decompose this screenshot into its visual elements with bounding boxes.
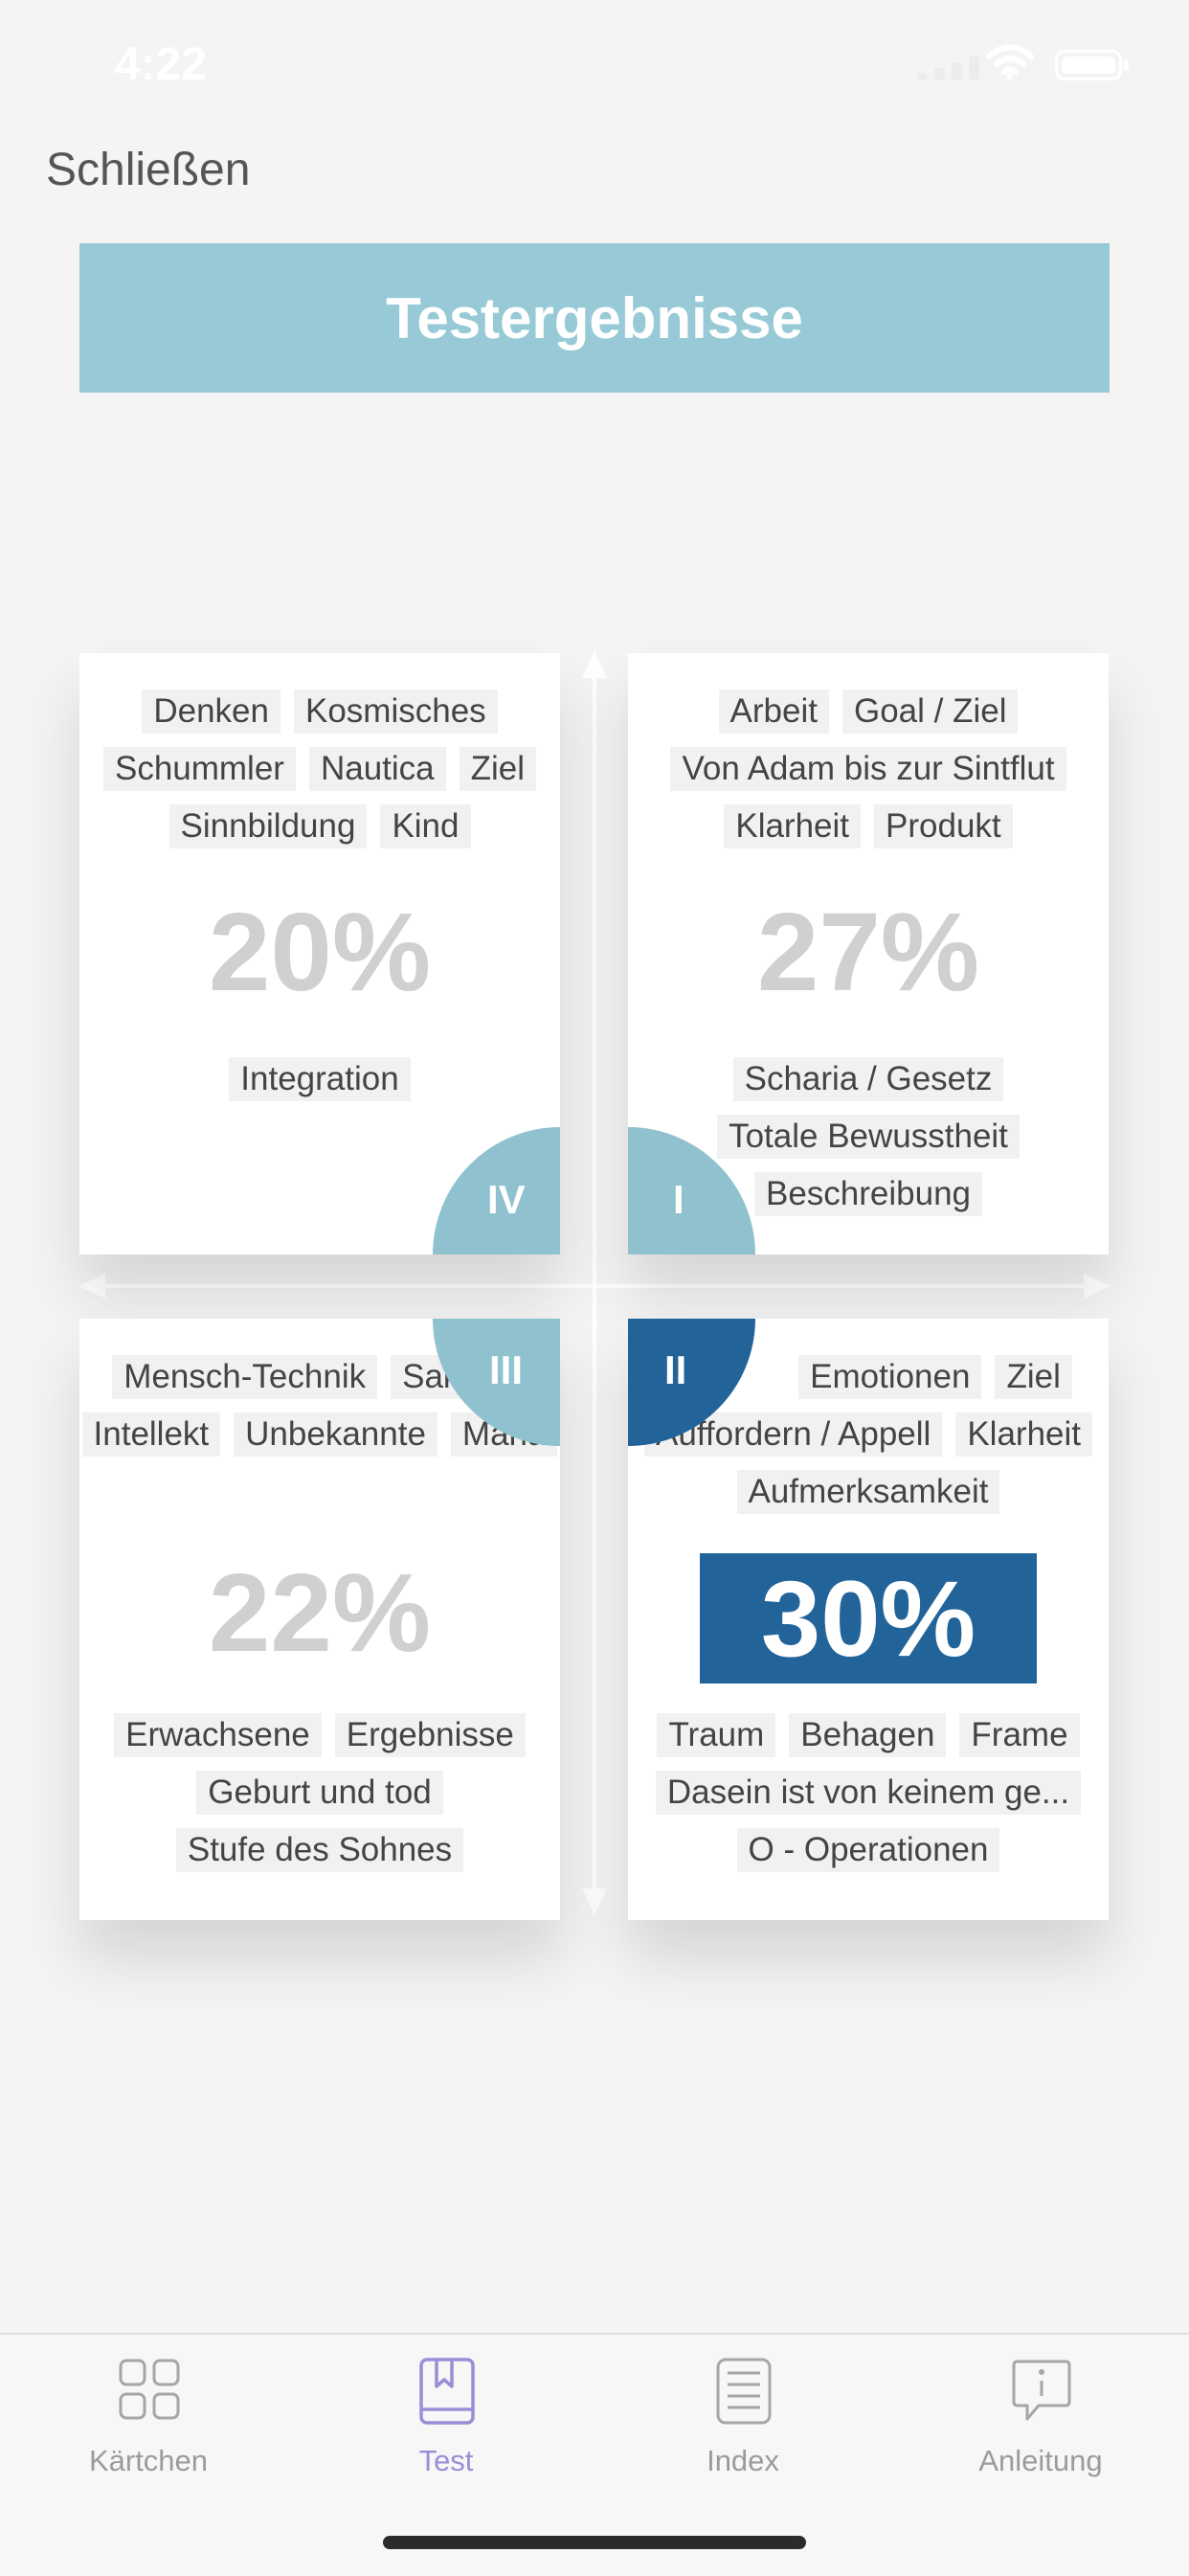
tag: Klarheit — [724, 804, 862, 848]
tag: Denken — [142, 689, 280, 734]
tab-label: Anleitung — [978, 2444, 1103, 2477]
quadrant-i-top-tags: Arbeit Goal / Ziel Von Adam bis zur Sint… — [628, 689, 1109, 848]
quadrant-iii-bottom-tags: Erwachsene Ergebnisse Geburt und tod Stu… — [79, 1713, 560, 1872]
tag: Produkt — [874, 804, 1013, 848]
tag: Intellekt — [81, 1412, 221, 1457]
tag: Emotionen — [798, 1355, 982, 1399]
tag: Auffordern / Appell — [643, 1412, 943, 1457]
quadrant-card-iv[interactable]: Denken Kosmisches Schummler Nautica Ziel… — [79, 653, 560, 1254]
tag: Von Adam bis zur Sintflut — [670, 747, 1066, 791]
tag: O - Operationen — [736, 1828, 1000, 1872]
tag: Kind — [380, 804, 471, 848]
tab-label: Kärtchen — [88, 2444, 209, 2477]
tab-label: Index — [707, 2444, 779, 2477]
signal-icon — [917, 56, 980, 80]
tag: Traum — [657, 1713, 776, 1757]
tag: Ziel — [459, 747, 537, 791]
list-icon — [716, 2358, 772, 2425]
tag: Totale Bewusstheit — [717, 1115, 1020, 1159]
quadrant-i-label: I — [673, 1177, 684, 1222]
battery-icon — [1055, 50, 1129, 80]
quadrant-i-bottom-tags: Scharia / Gesetz Totale Bewusstheit Besc… — [628, 1057, 1109, 1216]
tag: Stufe des Sohnes — [175, 1828, 464, 1872]
tag: Goal / Ziel — [841, 689, 1019, 734]
info-bubble-icon — [1012, 2360, 1071, 2421]
quadrant-iv-percent: 20% — [208, 890, 432, 1014]
close-button[interactable]: Schließen — [46, 145, 251, 195]
quadrant-ii-label: II — [664, 1347, 687, 1392]
tag: Behagen — [789, 1713, 947, 1757]
tag: Ergebnisse — [334, 1713, 526, 1757]
tab-test[interactable]: Test — [331, 2358, 561, 2492]
tag: Mensch-Technik — [112, 1355, 378, 1399]
tag: Dasein ist von keinem ge... — [655, 1771, 1082, 1815]
tag: Arbeit — [718, 689, 829, 734]
quadrant-iv-top-tags: Denken Kosmisches Schummler Nautica Ziel… — [79, 689, 560, 848]
tag: Kosmisches — [293, 689, 498, 734]
home-indicator — [383, 2536, 806, 2549]
quadrant-i-percent: 27% — [756, 890, 980, 1014]
quadrant-ii-top-tags: Emotionen Ziel Auffordern / Appell Klarh… — [628, 1355, 1109, 1514]
quadrant-card-ii[interactable]: Emotionen Ziel Auffordern / Appell Klarh… — [628, 1319, 1109, 1920]
quadrant-axes — [79, 651, 1110, 1915]
quadrant-iv-bottom-tags: Integration — [79, 1057, 560, 1101]
tag: Klarheit — [955, 1412, 1092, 1457]
status-bar: 4:22 — [0, 0, 1189, 126]
quadrant-card-i[interactable]: Arbeit Goal / Ziel Von Adam bis zur Sint… — [628, 653, 1109, 1254]
quadrant-ii-bottom-tags: Traum Behagen Frame Dasein ist von keine… — [628, 1713, 1109, 1872]
tab-anleitung[interactable]: Anleitung — [926, 2358, 1155, 2492]
tag: Beschreibung — [753, 1172, 983, 1216]
tag: Integration — [229, 1057, 411, 1101]
page-title: Testergebnisse — [386, 285, 803, 350]
tag: Erwachsene — [114, 1713, 322, 1757]
grid-icon — [119, 2359, 180, 2420]
quadrant-card-iii[interactable]: Mensch-Technik Sakrale Intellekt Unbekan… — [79, 1319, 560, 1920]
tab-kaertchen[interactable]: Kärtchen — [34, 2358, 263, 2492]
tag: Sinnbildung — [168, 804, 368, 848]
quadrant-iii-percent: 22% — [208, 1550, 432, 1675]
book-icon — [419, 2358, 475, 2425]
tab-label: Test — [418, 2444, 474, 2477]
quadrant-iii-label: III — [489, 1347, 524, 1392]
tab-index[interactable]: Index — [628, 2358, 858, 2492]
wifi-icon — [986, 44, 1034, 80]
tag: Unbekannte — [234, 1412, 437, 1457]
tag: Schummler — [102, 747, 296, 791]
status-time: 4:22 — [115, 39, 208, 90]
tag: Frame — [959, 1713, 1080, 1757]
quadrant-iv-label: IV — [487, 1177, 526, 1222]
tag: Scharia / Gesetz — [732, 1057, 1004, 1101]
tag: Geburt und tod — [196, 1771, 443, 1815]
tag: Nautica — [308, 747, 446, 791]
tab-bar: Kärtchen Test Index Anleitung — [0, 2333, 1189, 2576]
results-banner: Testergebnisse — [79, 243, 1110, 393]
quadrant-ii-percent: 30% — [700, 1553, 1037, 1683]
tag: Aufmerksamkeit — [736, 1470, 1000, 1514]
tag: Ziel — [995, 1355, 1072, 1399]
